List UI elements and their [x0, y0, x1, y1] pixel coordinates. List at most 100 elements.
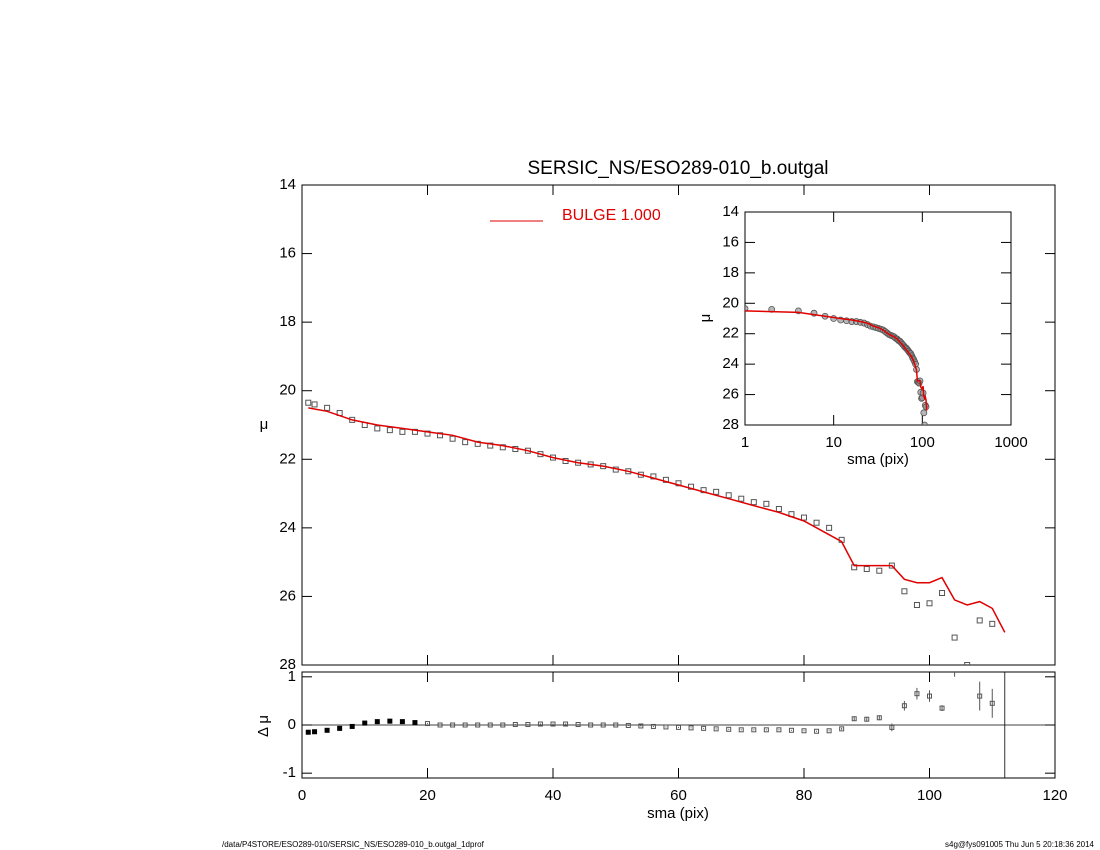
x-tick-label: 20: [419, 787, 436, 804]
data-point: [305, 399, 312, 406]
data-point: [801, 514, 807, 521]
data-point: [725, 492, 732, 499]
residual-point: [349, 723, 355, 729]
residual-point: [839, 726, 845, 732]
data-point: [449, 435, 456, 442]
residual-point: [876, 715, 882, 721]
data-point: [921, 421, 928, 425]
x-tick-label: 80: [796, 787, 813, 804]
x-axis-label: sma (pix): [647, 805, 709, 822]
y-tick-label: 18: [722, 264, 739, 281]
x-tick-label: 60: [670, 787, 687, 804]
y-tick-label: 22: [279, 450, 296, 467]
data-point: [876, 567, 883, 574]
residual-point: [575, 722, 581, 728]
x-tick-label: 100: [917, 787, 942, 804]
model-line: [745, 310, 928, 411]
y-tick-label: 14: [722, 203, 739, 220]
y-axis-label: μ: [260, 416, 269, 433]
x-tick-label: 100: [910, 434, 935, 451]
y-tick-label: 20: [279, 382, 296, 399]
y-tick-label: 26: [722, 386, 739, 403]
inset-background: [745, 212, 1011, 425]
residual-point: [953, 660, 957, 664]
residual-point: [550, 721, 556, 727]
residual-point: [801, 728, 807, 734]
residual-point: [864, 716, 870, 722]
data-point: [487, 442, 494, 449]
data-point: [926, 600, 933, 607]
residual-point: [927, 693, 932, 699]
residual-point: [688, 725, 694, 731]
x-tick-label: 1: [741, 434, 749, 451]
residual-point: [305, 729, 311, 735]
y-tick-label: 16: [279, 245, 296, 262]
data-point: [411, 428, 418, 435]
x-tick-label: 40: [545, 787, 562, 804]
residual-point: [751, 727, 757, 733]
data-point: [650, 473, 657, 480]
residual-point: [563, 721, 569, 727]
residual-point: [851, 716, 857, 722]
footer-left: /data/P4STORE/ESO289-010/SERSIC_NS/ESO28…: [222, 840, 485, 849]
residual-point: [487, 722, 493, 728]
residual-point: [914, 691, 920, 697]
residual-point: [312, 729, 318, 735]
residual-point: [625, 722, 631, 728]
residual-point: [475, 722, 481, 728]
residual-point: [638, 723, 644, 729]
y-axis-label: Δ μ: [255, 715, 272, 737]
y-tick-label: 0: [288, 716, 296, 733]
residual-point: [965, 651, 969, 655]
residual-point: [374, 719, 380, 725]
residual-point: [650, 723, 656, 729]
y-tick-label: 22: [722, 325, 739, 342]
data-point: [374, 425, 381, 432]
residual-point: [462, 722, 468, 728]
residual-point: [726, 726, 732, 732]
residual-point: [977, 693, 983, 699]
residual-point: [588, 722, 594, 728]
data-point: [913, 602, 920, 608]
chart-title: SERSIC_NS/ESO289-010_b.outgal: [527, 158, 828, 179]
residual-point: [600, 722, 606, 728]
residual-point: [713, 726, 719, 732]
residual-point: [613, 722, 619, 728]
y-axis-label: μ: [697, 314, 714, 323]
residual-point: [324, 727, 330, 733]
y-tick-label: 26: [279, 587, 296, 604]
residual-point: [676, 724, 681, 730]
x-tick-label: 120: [1042, 787, 1067, 804]
data-point: [437, 432, 444, 439]
y-tick-label: -1: [283, 764, 296, 781]
residual-point: [437, 722, 443, 728]
data-point: [939, 590, 946, 596]
y-tick-label: 14: [279, 176, 296, 193]
data-point: [863, 566, 870, 572]
data-point: [311, 401, 318, 408]
x-tick-label: 1000: [994, 434, 1027, 451]
data-point: [399, 428, 406, 435]
data-point: [901, 588, 908, 595]
residual-area: [305, 651, 995, 735]
residual-point: [901, 703, 907, 709]
residual-point: [701, 725, 707, 731]
data-point: [989, 620, 996, 627]
data-point: [826, 524, 833, 531]
data-point: [745, 305, 749, 313]
data-point: [976, 617, 983, 624]
residual-point: [939, 705, 945, 711]
residual-point: [826, 728, 832, 734]
residual-point: [889, 724, 895, 730]
residual-point: [500, 722, 506, 728]
plot-area: [745, 305, 930, 425]
data-point: [738, 495, 745, 502]
x-axis-label: sma (pix): [847, 451, 909, 468]
residual-point: [512, 722, 518, 728]
data-point: [462, 439, 469, 446]
residual-point: [763, 727, 769, 733]
x-tick-label: 10: [825, 434, 842, 451]
residual-point: [663, 724, 669, 730]
residual-point: [450, 722, 456, 728]
